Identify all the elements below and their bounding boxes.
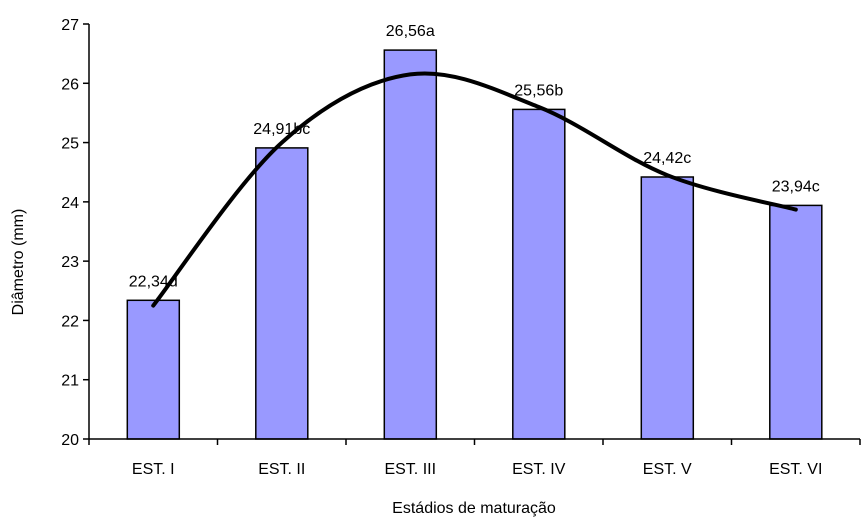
x-tick-label-2: EST. II	[258, 461, 305, 478]
bar-1	[126, 299, 181, 440]
bars-layer	[126, 49, 823, 440]
data-label-1: 22,34d	[129, 273, 178, 290]
y-axis-title: Diâmetro (mm)	[10, 209, 27, 316]
data-label-3: 26,56a	[386, 23, 435, 40]
data-label-2: 24,91bc	[253, 121, 310, 138]
y-tick-label-24: 24	[61, 195, 79, 212]
labels-layer: 20 21 22 23 24 25 26 27 EST. I EST. II EST. III EST…	[61, 17, 822, 478]
bar-3	[383, 49, 438, 440]
data-label-5: 24,42c	[643, 150, 691, 167]
trend-curve-layer	[151, 71, 798, 308]
y-tick-label-27: 27	[61, 17, 79, 34]
data-label-4: 25,56b	[514, 82, 563, 99]
x-tick-label-3: EST. III	[384, 461, 436, 478]
axes-layer	[83, 23, 861, 445]
bar-6	[769, 204, 823, 440]
x-tick-label-6: EST. VI	[769, 461, 822, 478]
y-tick-label-22: 22	[61, 313, 79, 330]
bar-5	[640, 176, 695, 440]
bar-4	[512, 108, 566, 440]
y-tick-label-20: 20	[61, 432, 79, 449]
data-label-6: 23,94c	[772, 178, 820, 195]
bar-2	[255, 147, 309, 440]
x-tick-label-5: EST. V	[643, 461, 692, 478]
x-axis-title: Estádios de maturação	[392, 500, 556, 517]
y-tick-label-23: 23	[61, 254, 79, 271]
trend-curve	[151, 71, 798, 308]
x-tick-label-1: EST. I	[132, 461, 175, 478]
y-tick-label-21: 21	[61, 373, 79, 390]
y-tick-label-25: 25	[61, 136, 79, 153]
y-tick-label-26: 26	[61, 76, 79, 93]
x-tick-label-4: EST. IV	[512, 461, 566, 478]
